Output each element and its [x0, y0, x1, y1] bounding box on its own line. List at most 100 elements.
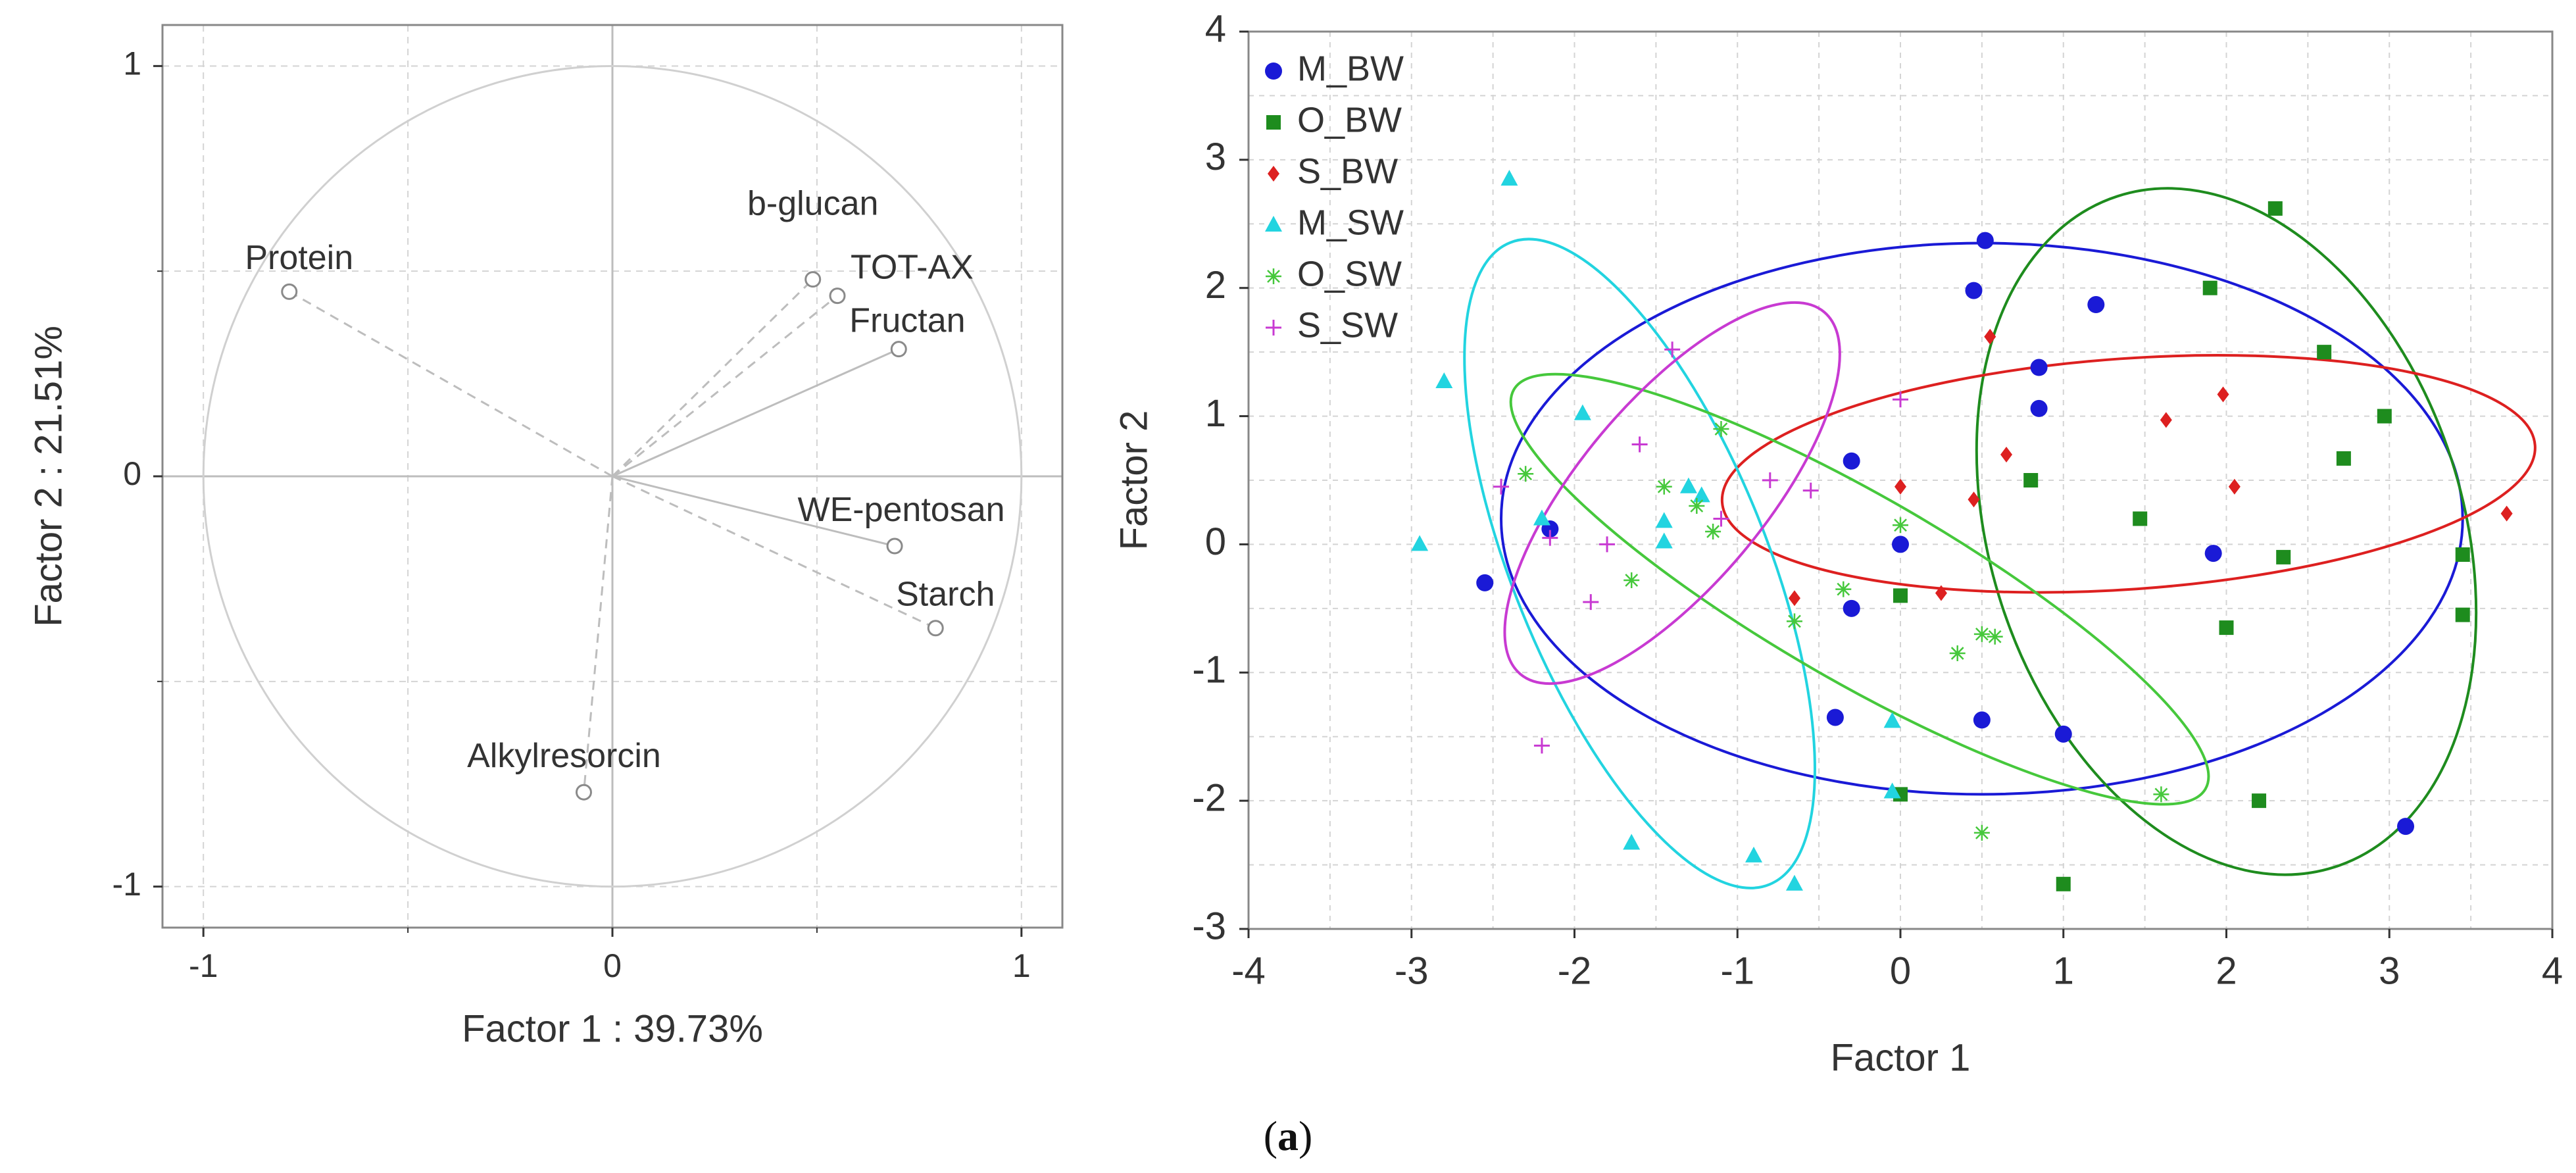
- ellipse-o-sw: [1509, 372, 2210, 806]
- point-o-bw: [2202, 280, 2217, 295]
- point-s-sw: [1664, 341, 1681, 358]
- point-s-bw: [2000, 447, 2013, 463]
- point-o-bw: [2133, 511, 2148, 526]
- scores-x-tick-label: -4: [1231, 949, 1266, 992]
- point-s-sw: [1493, 478, 1510, 495]
- point-o-bw: [2377, 409, 2392, 424]
- point-o-sw: [1973, 626, 1990, 642]
- point-o-sw: [1656, 478, 1672, 495]
- point-m-bw: [2397, 818, 2415, 836]
- point-o-sw: [1705, 523, 1721, 539]
- point-m-sw: [1435, 372, 1453, 388]
- scores-y-tick-label: 0: [1205, 520, 1226, 563]
- loading-label: Protein: [245, 239, 353, 277]
- point-m-sw: [1883, 782, 1901, 799]
- caption-label: a: [1277, 1112, 1299, 1159]
- ellipse-s-bw: [1720, 354, 2537, 594]
- loading-point: [890, 341, 907, 358]
- ellipse-o-bw: [1975, 187, 2478, 876]
- point-o-bw: [1893, 588, 1908, 603]
- loadings-x-axis-label: Factor 1 : 39.73%: [462, 1007, 763, 1050]
- loading-label: Alkylresorcin: [467, 737, 661, 775]
- point-s-sw: [1713, 511, 1729, 527]
- point-o-sw: [1689, 497, 1705, 514]
- point-m-bw: [2087, 296, 2105, 314]
- point-o-sw: [1973, 824, 1990, 841]
- point-o-bw: [2276, 549, 2291, 564]
- scores-y-tick-label: 3: [1205, 136, 1226, 178]
- unit-circle: [202, 64, 1023, 888]
- loading-vector: [612, 295, 838, 478]
- scores-x-tick-label: 0: [1890, 949, 1911, 992]
- point-s-bw: [2500, 505, 2513, 522]
- point-m-sw: [1500, 170, 1518, 186]
- point-o-bw: [2267, 201, 2283, 216]
- point-m-bw: [1973, 711, 1991, 729]
- loading-vector: [289, 291, 613, 478]
- loading-point: [886, 537, 903, 555]
- point-o-bw: [2455, 607, 2470, 622]
- loading-point: [575, 784, 592, 801]
- legend-marker-m-sw: [1265, 216, 1282, 232]
- point-s-sw: [1893, 391, 1908, 408]
- point-s-bw: [1935, 585, 1947, 601]
- point-s-sw: [1802, 482, 1819, 499]
- point-m-sw: [1655, 512, 1673, 528]
- legend-label-s-bw: S_BW: [1297, 151, 1398, 191]
- point-o-sw: [1893, 517, 1908, 534]
- point-o-bw: [2336, 451, 2351, 466]
- point-m-sw: [1785, 874, 1803, 891]
- point-s-bw: [1788, 590, 1800, 607]
- scores-x-tick-label: 3: [2379, 949, 2400, 992]
- legend-label-o-bw: O_BW: [1297, 100, 1402, 139]
- loading-vector: [582, 476, 614, 793]
- loadings-x-tick-label: -1: [189, 947, 218, 984]
- point-o-bw: [2056, 876, 2071, 891]
- point-s-bw: [2228, 478, 2241, 495]
- ellipse-m-sw: [1463, 237, 1816, 889]
- scores-y-tick-label: 2: [1205, 264, 1226, 307]
- point-o-sw: [1518, 466, 1534, 482]
- scores-x-axis-label: Factor 1: [1831, 1036, 1971, 1079]
- point-m-sw: [1533, 509, 1550, 526]
- loading-vector: [612, 475, 936, 630]
- loading-label: Starch: [896, 575, 995, 613]
- point-m-bw: [1892, 536, 1909, 553]
- scores-y-tick-label: -2: [1192, 776, 1226, 819]
- figure-caption: (a): [0, 1112, 2576, 1164]
- legend-marker-s-bw: [1268, 166, 1279, 182]
- point-m-bw: [1843, 452, 1860, 470]
- loading-point: [281, 283, 298, 300]
- loading-label: WE-pentosan: [798, 491, 1005, 529]
- scores-x-tick-label: -2: [1558, 949, 1592, 992]
- legend-label-s-sw: S_SW: [1297, 305, 1398, 345]
- point-o-sw: [1835, 581, 1852, 597]
- loadings-x-tick-label: 1: [1012, 947, 1031, 984]
- legend-marker-s-sw: [1266, 320, 1281, 336]
- point-s-bw: [2160, 412, 2172, 428]
- point-o-bw: [2219, 620, 2234, 636]
- point-m-bw: [1843, 599, 1860, 617]
- point-m-bw: [1826, 709, 1844, 726]
- scores-x-tick-label: -1: [1720, 949, 1754, 992]
- point-m-bw: [2030, 359, 2048, 376]
- point-s-sw: [1583, 594, 1599, 611]
- point-m-bw: [1976, 232, 1994, 249]
- loading-point: [805, 271, 822, 288]
- point-m-sw: [1745, 846, 1763, 862]
- point-o-sw: [1623, 572, 1640, 588]
- point-m-sw: [1883, 712, 1901, 728]
- scores-x-tick-label: 4: [2542, 949, 2563, 992]
- point-m-bw: [1476, 574, 1494, 591]
- point-s-bw: [1895, 478, 1906, 495]
- point-o-bw: [2317, 345, 2332, 360]
- point-m-sw: [1655, 532, 1673, 549]
- loading-label: TOT-AX: [851, 248, 974, 286]
- loading-vector: [611, 278, 814, 478]
- point-s-sw: [1762, 472, 1778, 488]
- point-s-sw: [1542, 530, 1558, 546]
- point-o-sw: [1987, 628, 2003, 645]
- legend-marker-m-bw: [1265, 62, 1282, 80]
